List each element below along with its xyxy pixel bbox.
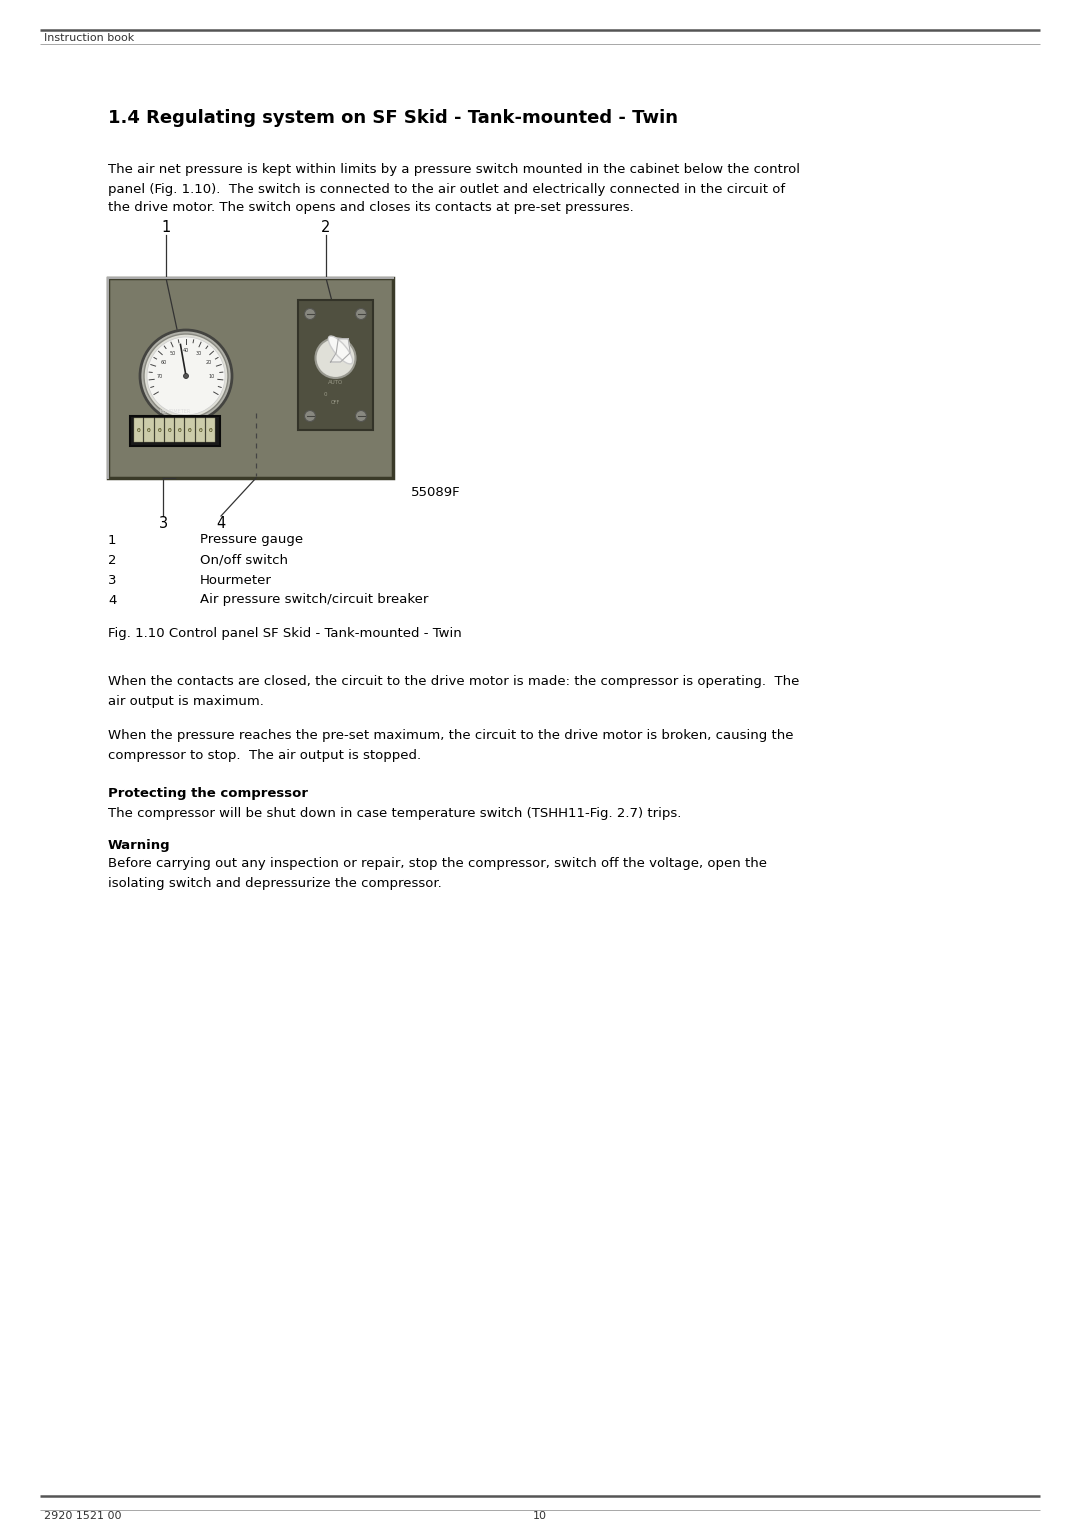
Text: OFF: OFF — [330, 400, 340, 405]
Circle shape — [184, 373, 189, 379]
Text: 60: 60 — [160, 361, 166, 365]
Text: When the pressure reaches the pre-set maximum, the circuit to the drive motor is: When the pressure reaches the pre-set ma… — [108, 729, 794, 743]
Circle shape — [144, 335, 228, 419]
Text: 4: 4 — [216, 515, 226, 530]
Circle shape — [355, 309, 366, 319]
Text: 0: 0 — [178, 428, 181, 432]
Text: Air pressure switch/circuit breaker: Air pressure switch/circuit breaker — [200, 593, 429, 607]
Text: Instruction book: Instruction book — [44, 34, 134, 43]
Bar — [108, 278, 393, 478]
Text: Warning: Warning — [108, 839, 171, 851]
Circle shape — [305, 309, 315, 319]
Text: air output is maximum.: air output is maximum. — [108, 695, 264, 707]
Bar — [130, 416, 220, 446]
Bar — [186, 419, 194, 442]
Text: 0: 0 — [147, 428, 151, 432]
Text: 20: 20 — [205, 361, 212, 365]
Text: Hourmeter: Hourmeter — [200, 573, 272, 587]
Text: 30: 30 — [195, 351, 202, 356]
Text: 2920 1521 00: 2920 1521 00 — [44, 1511, 121, 1520]
Polygon shape — [330, 339, 350, 362]
Bar — [134, 419, 144, 442]
Text: 0: 0 — [188, 428, 192, 432]
Text: Before carrying out any inspection or repair, stop the compressor, switch off th: Before carrying out any inspection or re… — [108, 857, 767, 871]
Text: 50: 50 — [170, 351, 176, 356]
Text: 3: 3 — [159, 515, 167, 530]
Text: The air net pressure is kept within limits by a pressure switch mounted in the c: The air net pressure is kept within limi… — [108, 163, 800, 177]
Text: 0: 0 — [208, 428, 213, 432]
Bar — [154, 419, 164, 442]
Circle shape — [305, 411, 315, 422]
Text: Fig. 1.10 Control panel SF Skid - Tank-mounted - Twin: Fig. 1.10 Control panel SF Skid - Tank-m… — [108, 628, 462, 640]
Text: When the contacts are closed, the circuit to the drive motor is made: the compre: When the contacts are closed, the circui… — [108, 675, 799, 689]
Bar — [165, 419, 174, 442]
Text: 0: 0 — [137, 428, 140, 432]
Circle shape — [147, 338, 225, 416]
Text: 0: 0 — [158, 428, 161, 432]
Text: 40: 40 — [183, 347, 189, 353]
Text: 1.4 Regulating system on SF Skid - Tank-mounted - Twin: 1.4 Regulating system on SF Skid - Tank-… — [108, 108, 678, 127]
Text: 10: 10 — [534, 1511, 546, 1520]
Text: 4: 4 — [108, 593, 117, 607]
Text: HOURMETER: HOURMETER — [160, 410, 191, 414]
Text: 10: 10 — [208, 373, 215, 379]
Text: 1: 1 — [108, 533, 117, 547]
Text: 0: 0 — [324, 393, 327, 397]
Circle shape — [315, 338, 355, 377]
Bar — [195, 419, 205, 442]
Bar — [175, 419, 185, 442]
Circle shape — [140, 330, 232, 422]
Text: 70: 70 — [157, 373, 163, 379]
Bar — [145, 419, 153, 442]
Text: 2: 2 — [108, 553, 117, 567]
Circle shape — [355, 411, 366, 422]
Bar — [298, 299, 373, 429]
Ellipse shape — [328, 336, 353, 364]
Text: AUTO: AUTO — [328, 379, 343, 385]
Text: compressor to stop.  The air output is stopped.: compressor to stop. The air output is st… — [108, 749, 421, 761]
Text: 0: 0 — [199, 428, 202, 432]
Text: On/off switch: On/off switch — [200, 553, 288, 567]
Text: Protecting the compressor: Protecting the compressor — [108, 787, 308, 801]
Text: 2: 2 — [322, 220, 330, 235]
Text: 3: 3 — [108, 573, 117, 587]
Text: 55089F: 55089F — [411, 486, 461, 500]
Text: 0: 0 — [167, 428, 172, 432]
Text: Pressure gauge: Pressure gauge — [200, 533, 303, 547]
Text: the drive motor. The switch opens and closes its contacts at pre-set pressures.: the drive motor. The switch opens and cl… — [108, 202, 634, 214]
Text: isolating switch and depressurize the compressor.: isolating switch and depressurize the co… — [108, 877, 442, 889]
Text: The compressor will be shut down in case temperature switch (TSHH11-Fig. 2.7) tr: The compressor will be shut down in case… — [108, 807, 681, 819]
Bar — [206, 419, 215, 442]
Text: 1: 1 — [161, 220, 171, 235]
Text: panel (Fig. 1.10).  The switch is connected to the air outlet and electrically c: panel (Fig. 1.10). The switch is connect… — [108, 182, 785, 196]
